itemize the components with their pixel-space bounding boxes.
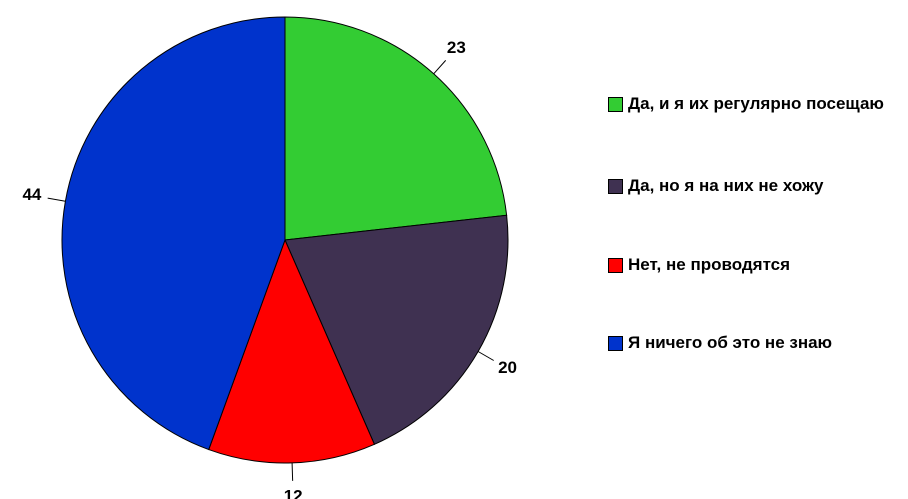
data-label: 12 — [284, 486, 303, 499]
pie-slice — [284, 214, 509, 445]
data-label: 44 — [22, 185, 41, 204]
legend-label: Нет, не проводятся — [628, 255, 791, 274]
leader-line — [291, 462, 294, 481]
legend-item: Нет, не проводятся — [608, 252, 893, 278]
data-label: 20 — [498, 358, 517, 377]
leader-line — [47, 197, 66, 202]
legend-swatch — [608, 97, 623, 112]
legend-item: Я ничего об это не знаю — [608, 330, 893, 356]
data-label: 23 — [447, 38, 466, 57]
legend-label: Да, но я на них не хожу — [628, 176, 824, 195]
pie-slice — [61, 16, 286, 451]
pie-slice — [284, 16, 508, 241]
leader-line — [477, 351, 494, 361]
legend-item: Да, но я на них не хожу — [608, 173, 893, 199]
legend-label: Я ничего об это не знаю — [628, 333, 833, 352]
legend-item: Да, и я их регулярно посещаю — [608, 91, 893, 117]
pie-slice — [208, 238, 376, 464]
leader-line — [433, 60, 447, 75]
legend-swatch — [608, 179, 623, 194]
legend-swatch — [608, 336, 623, 351]
legend-swatch — [608, 258, 623, 273]
legend-label: Да, и я их регулярно посещаю — [628, 94, 884, 113]
